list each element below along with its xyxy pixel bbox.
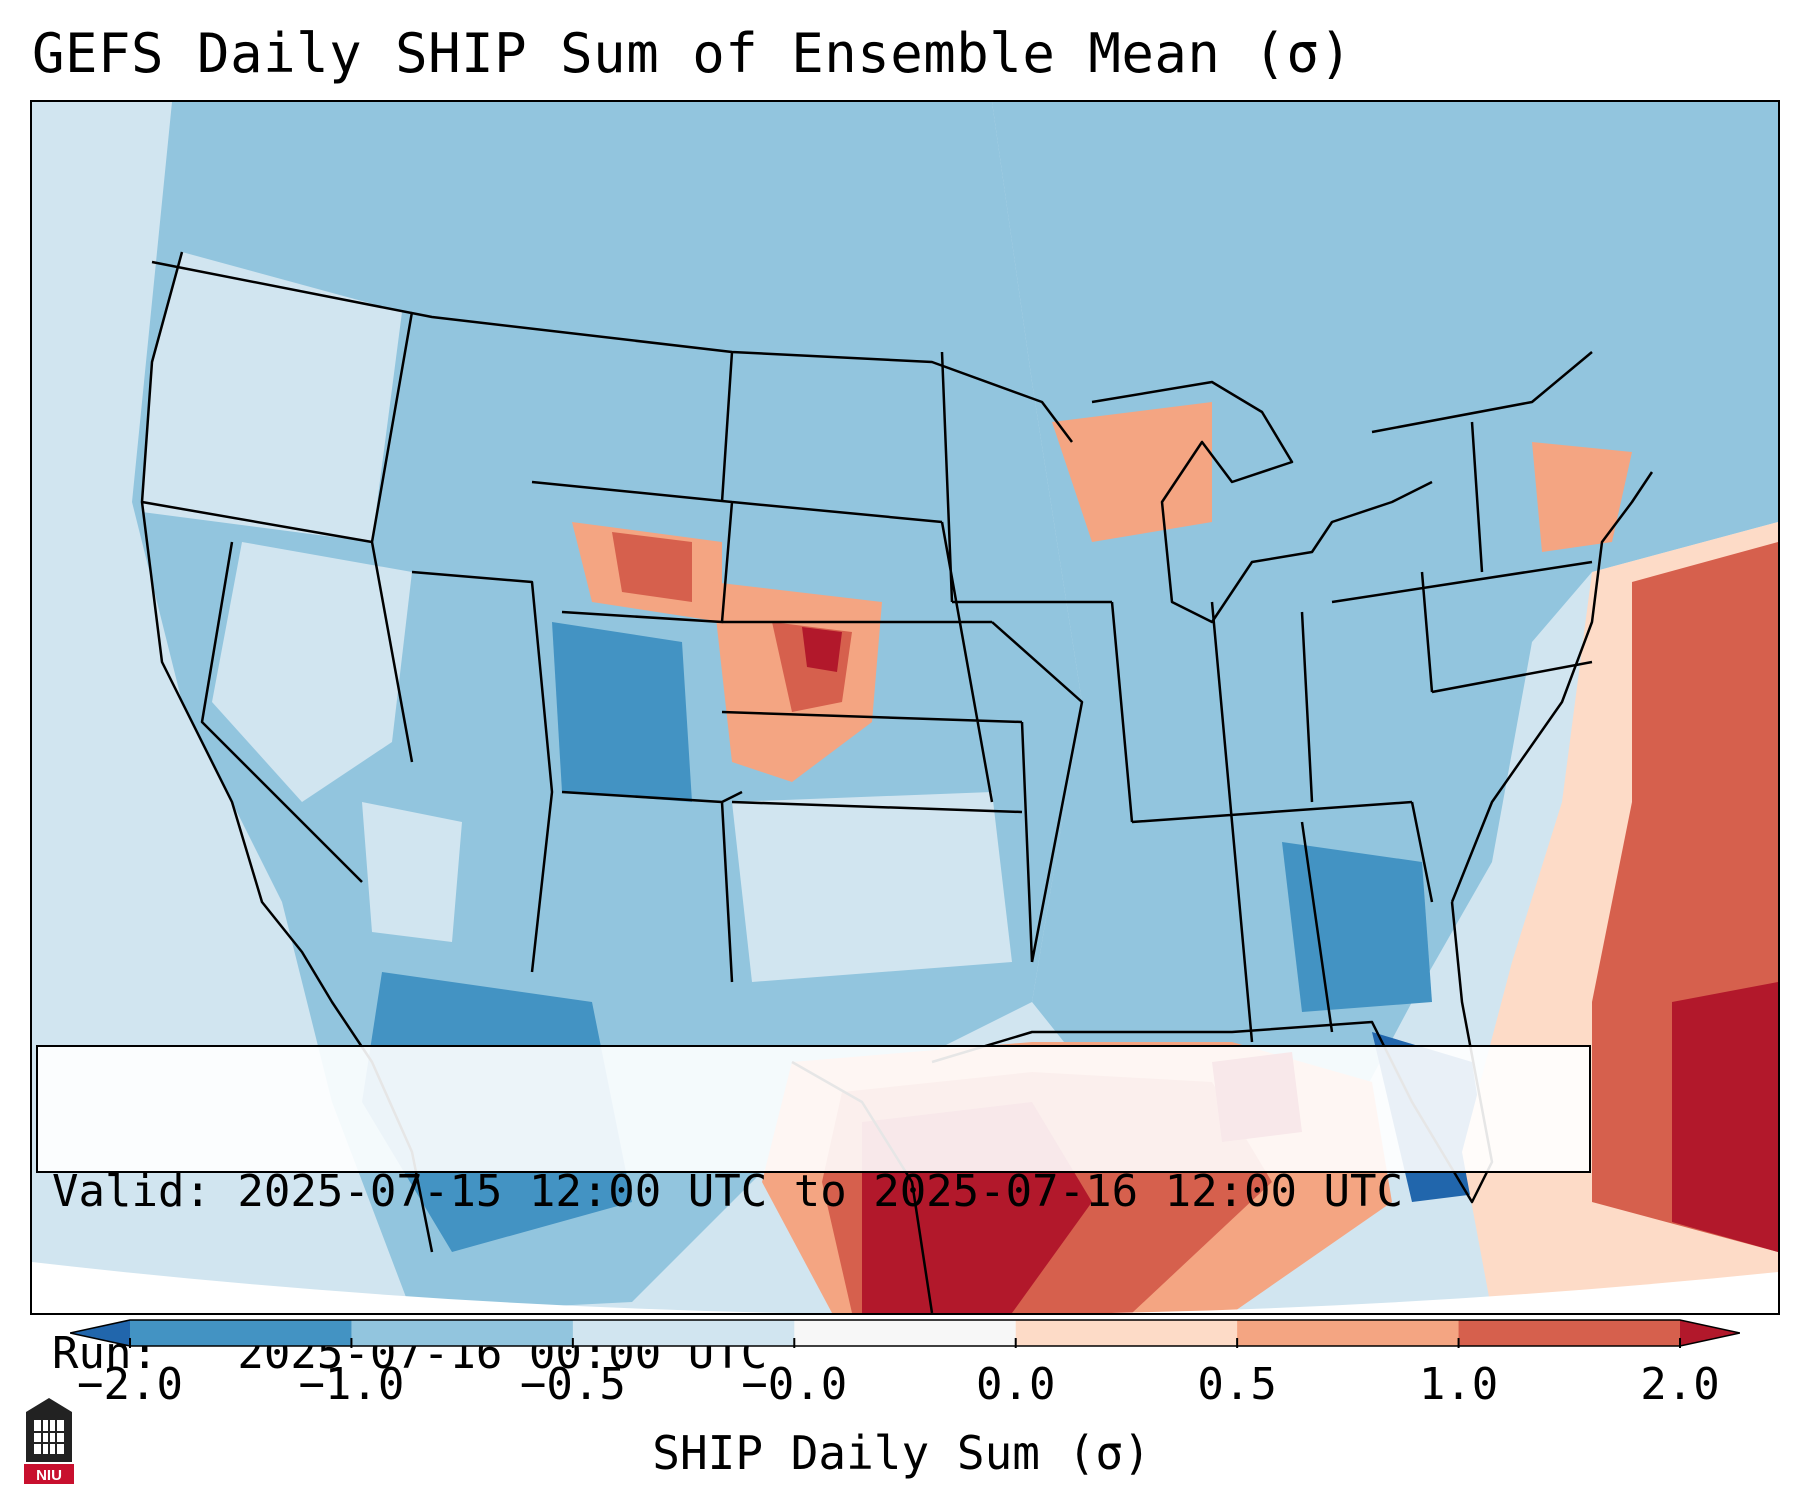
valid-time-text: Valid: 2025-07-15 12:00 UTC to 2025-07-1… xyxy=(52,1166,1404,1217)
colorbar-tick-label: −2.0 xyxy=(77,1359,183,1410)
colorbar-tick-label: −0.5 xyxy=(519,1359,626,1410)
field-region-wyoming-core xyxy=(612,532,692,602)
field-region-northeast xyxy=(1532,442,1632,552)
field-region-arizona xyxy=(362,802,462,942)
logo-text: NIU xyxy=(36,1467,62,1484)
great-lakes xyxy=(1091,380,1433,624)
colorbar-tick-label: −0.0 xyxy=(741,1359,848,1410)
colorbar-tick-label: 1.0 xyxy=(1418,1359,1499,1410)
field-region-great-basin xyxy=(212,542,412,802)
state-lines-east xyxy=(1110,421,1593,1043)
state-lines-west xyxy=(141,311,943,983)
field-region-kansas-core xyxy=(802,627,842,672)
colorbar-tick-label: 0.0 xyxy=(975,1359,1056,1410)
colorbar-label: SHIP Daily Sum (σ) xyxy=(652,1426,1151,1480)
border-canada-us xyxy=(151,260,1593,443)
colorbar-graphic xyxy=(70,1319,1740,1348)
colorbar-tick-labels: −2.0 −1.0 −0.5 −0.0 0.0 0.5 1.0 2.0 xyxy=(0,1360,1803,1420)
colorbar-extend-high xyxy=(1680,1320,1740,1346)
colorbar-tick-label: 0.5 xyxy=(1197,1359,1277,1410)
niu-logo-icon: NIU xyxy=(24,1398,74,1484)
field-region-east xyxy=(992,102,1778,1252)
colorbar xyxy=(70,1318,1740,1348)
colorbar-tick-label: 2.0 xyxy=(1640,1359,1720,1410)
valid-run-info-box: Valid: 2025-07-15 12:00 UTC to 2025-07-1… xyxy=(36,1045,1591,1379)
colorbar-bin xyxy=(1015,1320,1238,1346)
colorbar-bin xyxy=(794,1320,1017,1346)
colorbar-bin xyxy=(130,1320,352,1346)
colorbar-extend-low xyxy=(70,1320,130,1346)
colorbar-bin xyxy=(1458,1320,1681,1346)
field-region-southern-plains xyxy=(732,792,1012,982)
colorbar-tick-label: −1.0 xyxy=(298,1359,405,1410)
field-region-wisconsin-anomaly xyxy=(1052,402,1212,542)
field-region-atlantic-core xyxy=(1672,982,1778,1252)
chart-title: GEFS Daily SHIP Sum of Ensemble Mean (σ) xyxy=(32,22,1353,85)
colorbar-bin xyxy=(572,1320,795,1346)
state-lines-central xyxy=(721,351,1112,963)
domain-edge-lower xyxy=(32,1262,1778,1313)
field-region-pacific-nw xyxy=(142,252,402,542)
colorbar-bin xyxy=(351,1320,574,1346)
field-region-georgia xyxy=(1282,842,1432,1012)
coastline-east xyxy=(1450,471,1654,903)
field-shading xyxy=(32,102,1778,1313)
field-region-colorado xyxy=(552,622,692,802)
colorbar-bin xyxy=(1237,1320,1460,1346)
